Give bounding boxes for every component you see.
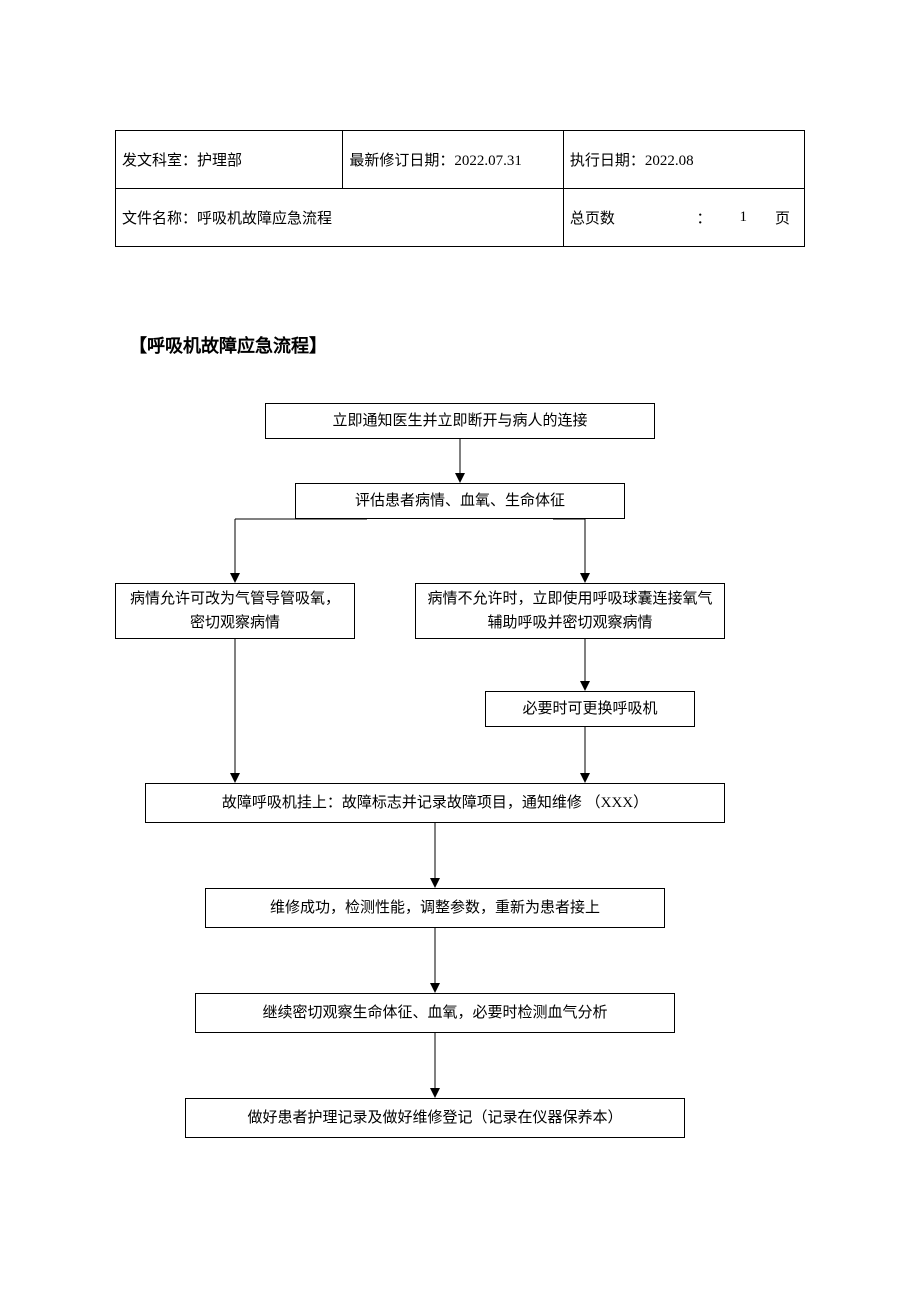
dept-label: 发文科室： [122,153,197,169]
flowchart-node: 评估患者病情、血氧、生命体征 [295,483,625,519]
flowchart-node: 故障呼吸机挂上：故障标志并记录故障项目，通知维修 （XXX） [145,783,725,823]
flowchart-node: 立即通知医生并立即断开与病人的连接 [265,403,655,439]
revdate-value: 2022.07.31 [454,153,522,169]
dept-cell: 发文科室：护理部 [116,131,343,189]
pages-label: 总页数 [570,207,615,228]
exec-cell: 执行日期：2022.08 [563,131,804,189]
doc-header-table: 发文科室：护理部 最新修订日期：2022.07.31 执行日期：2022.08 … [115,130,805,247]
pages-unit: 页 [775,207,790,228]
flowchart-node: 继续密切观察生命体征、血氧，必要时检测血气分析 [195,993,675,1033]
flowchart-container: 立即通知医生并立即断开与病人的连接评估患者病情、血氧、生命体征病情允许可改为气管… [115,403,805,1163]
pages-count: 1 [739,209,747,226]
flowchart-node: 病情不允许时，立即使用呼吸球囊连接氧气辅助呼吸并密切观察病情 [415,583,725,639]
dept-value: 护理部 [197,153,242,169]
flowchart-node: 做好患者护理记录及做好维修登记（记录在仪器保养本） [185,1098,685,1138]
flowchart-node: 维修成功，检测性能，调整参数，重新为患者接上 [205,888,665,928]
docname-value: 呼吸机故障应急流程 [197,211,332,227]
flowchart-node: 必要时可更换呼吸机 [485,691,695,727]
revdate-label: 最新修订日期： [349,153,454,169]
page-title: 【呼吸机故障应急流程】 [129,332,805,358]
revdate-cell: 最新修订日期：2022.07.31 [343,131,563,189]
flowchart-node: 病情允许可改为气管导管吸氧，密切观察病情 [115,583,355,639]
exec-value: 2022.08 [645,153,694,169]
exec-label: 执行日期： [570,153,645,169]
pages-cell: 总页数 ： 1 页 [563,189,804,247]
docname-label: 文件名称： [122,211,197,227]
pages-colon: ： [696,207,711,228]
docname-cell: 文件名称：呼吸机故障应急流程 [116,189,564,247]
